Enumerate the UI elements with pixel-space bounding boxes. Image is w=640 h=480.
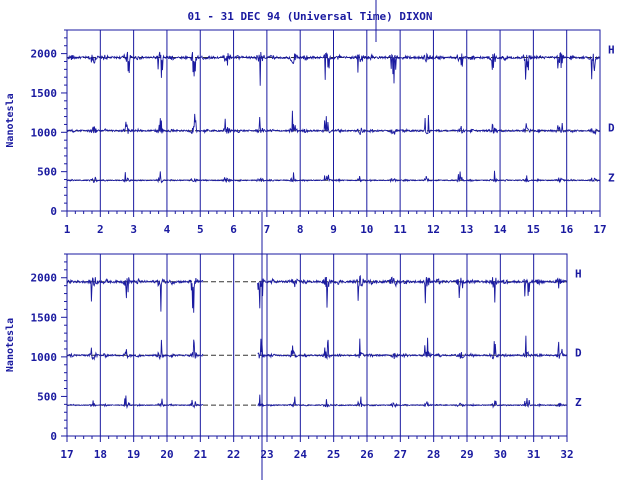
x-tick-label: 25 (327, 448, 340, 461)
x-tick-label: 22 (227, 448, 240, 461)
y-axis-title: Nanotesla (5, 318, 16, 372)
series-label-z: Z (575, 396, 582, 409)
x-tick-label: 6 (230, 223, 237, 236)
y-tick-label: 1500 (31, 87, 58, 100)
x-tick-label: 15 (527, 223, 540, 236)
x-tick-label: 20 (160, 448, 173, 461)
x-tick-label: 23 (260, 448, 273, 461)
x-tick-label: 7 (264, 223, 271, 236)
trace-z (66, 394, 568, 410)
x-tick-label: 14 (493, 223, 507, 236)
x-tick-label: 29 (460, 448, 473, 461)
x-tick-label: 30 (494, 448, 507, 461)
series-label-z: Z (608, 171, 615, 184)
x-tick-label: 17 (60, 448, 73, 461)
x-tick-label: 5 (197, 223, 204, 236)
x-tick-label: 21 (194, 448, 208, 461)
y-tick-label: 500 (37, 390, 57, 403)
trace-d (66, 110, 601, 136)
x-tick-label: 31 (527, 448, 541, 461)
trace-z (66, 170, 601, 184)
x-tick-label: 28 (427, 448, 440, 461)
y-tick-label: 1500 (31, 311, 58, 324)
trace-h (66, 51, 601, 86)
x-tick-label: 4 (164, 223, 171, 236)
x-tick-label: 11 (394, 223, 408, 236)
x-tick-label: 9 (330, 223, 337, 236)
x-tick-label: 27 (394, 448, 407, 461)
chart-panels: 1 2 3 4 5 6 7 8 9 10 11 12 13 14 15 16 17050010001500200… (5, 29, 615, 461)
x-tick-label: 12 (427, 223, 440, 236)
series-label-d: D (575, 346, 582, 359)
x-tick-label: 26 (360, 448, 374, 461)
panel-2: 17 18 19 20 21 22 23 24 25 26 27 28 29 30 31 32 0 500 1000… (5, 253, 582, 461)
trace-h (66, 274, 568, 313)
y-tick-label: 0 (50, 205, 57, 218)
x-tick-label: 17 (593, 223, 606, 236)
y-tick-label: 1000 (31, 126, 58, 139)
x-tick-label: 18 (94, 448, 107, 461)
x-tick-label: 24 (294, 448, 308, 461)
x-tick-label: 3 (130, 223, 137, 236)
trace-d (66, 335, 568, 361)
x-tick-label: 1 (64, 223, 71, 236)
y-tick-label: 0 (50, 430, 57, 443)
series-label-h: H (608, 44, 615, 57)
y-tick-label: 1000 (31, 351, 58, 364)
y-tick-label: 2000 (31, 272, 58, 285)
chart-title: 01 - 31 DEC 94 (Universal Time) DIXON (187, 10, 432, 23)
series-label-h: H (575, 268, 582, 281)
y-tick-label: 500 (37, 166, 57, 179)
x-tick-label: 19 (127, 448, 140, 461)
panel-1: 1 2 3 4 5 6 7 8 9 10 11 12 13 14 15 16 17050010001500200… (5, 29, 615, 236)
series-label-d: D (608, 122, 615, 135)
y-tick-label: 2000 (31, 48, 58, 61)
x-tick-label: 13 (460, 223, 473, 236)
x-tick-label: 2 (97, 223, 104, 236)
y-axis-title: Nanotesla (5, 93, 16, 147)
x-tick-label: 32 (560, 448, 573, 461)
x-tick-label: 10 (360, 223, 373, 236)
x-tick-label: 16 (560, 223, 574, 236)
x-tick-label: 8 (297, 223, 304, 236)
